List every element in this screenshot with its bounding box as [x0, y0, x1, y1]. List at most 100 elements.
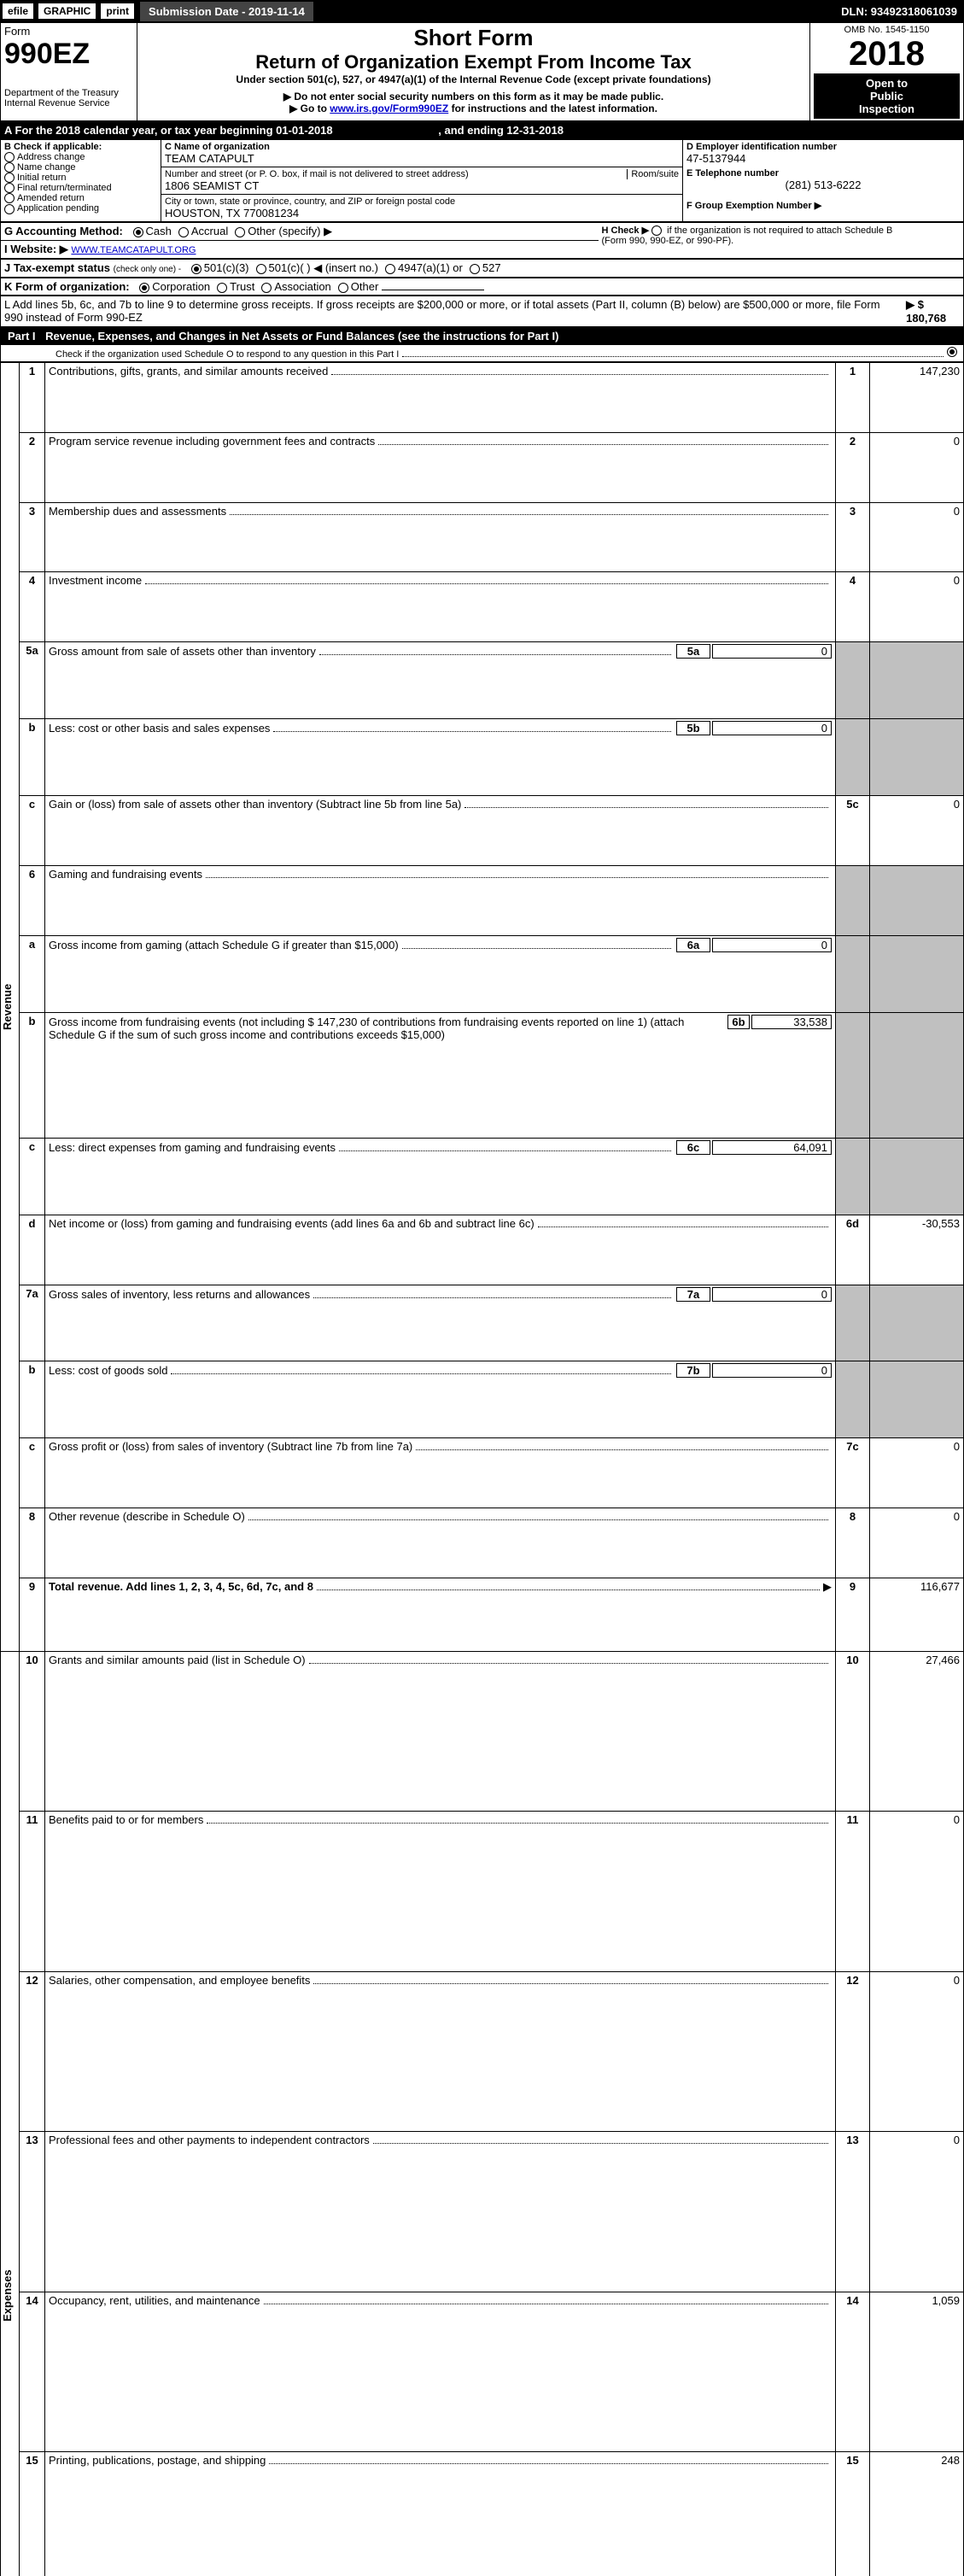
mini-value: 0	[712, 938, 832, 952]
option[interactable]: Cash	[133, 225, 172, 237]
table-row: bGross income from fundraising events (n…	[1, 1012, 964, 1138]
form-label: Form	[4, 25, 133, 38]
line-number: 4	[20, 572, 45, 642]
city-label: City or town, state or province, country…	[165, 196, 679, 207]
box-b-item[interactable]: Final return/terminated	[4, 183, 157, 193]
line-amount: 0	[870, 572, 964, 642]
table-row: 12Salaries, other compensation, and empl…	[1, 1971, 964, 2131]
table-row: 3Membership dues and assessments30	[1, 502, 964, 572]
tax-year: 2018	[814, 35, 960, 73]
option[interactable]: 501(c)( ) ◀ (insert no.)	[256, 261, 378, 274]
table-row: 2Program service revenue including gover…	[1, 432, 964, 502]
line-h: H Check ▶ if the organization is not req…	[602, 225, 961, 246]
option[interactable]: 501(c)(3)	[191, 261, 249, 274]
option[interactable]: Other	[338, 280, 379, 293]
line-amount	[870, 935, 964, 1012]
table-row: 8Other revenue (describe in Schedule O)8…	[1, 1508, 964, 1578]
mini-value: 0	[712, 1363, 832, 1378]
table-row: dNet income or (loss) from gaming and fu…	[1, 1215, 964, 1285]
table-row: 4Investment income40	[1, 572, 964, 642]
table-row: cGross profit or (loss) from sales of in…	[1, 1438, 964, 1508]
mini-value: 33,538	[751, 1015, 832, 1029]
period-row: A For the 2018 calendar year, or tax yea…	[1, 122, 964, 139]
box-b-item[interactable]: Amended return	[4, 193, 157, 203]
line-number: 6	[20, 865, 45, 935]
box-b-item[interactable]: Initial return	[4, 173, 157, 183]
line-label: 7c	[836, 1438, 870, 1508]
line-label	[836, 1012, 870, 1138]
line-amount: -30,553	[870, 1215, 964, 1285]
line-number: 3	[20, 502, 45, 572]
mini-label: 6b	[727, 1015, 751, 1029]
line-amount: 147,230	[870, 363, 964, 433]
line-amount	[870, 1361, 964, 1438]
line-amount: 0	[870, 1971, 964, 2131]
graphic-link[interactable]: GRAPHIC	[38, 3, 96, 20]
line-desc: Net income or (loss) from gaming and fun…	[45, 1215, 836, 1285]
table-row: 13Professional fees and other payments t…	[1, 2132, 964, 2292]
table-row: 11Benefits paid to or for members110	[1, 1812, 964, 1971]
table-row: 5aGross amount from sale of assets other…	[1, 642, 964, 719]
phone-value: (281) 513-6222	[686, 179, 960, 191]
dept-treasury: Department of the TreasuryInternal Reven…	[4, 88, 133, 108]
box-b: B Check if applicable: Address changeNam…	[1, 140, 161, 222]
table-row: Revenue1Contributions, gifts, grants, an…	[1, 363, 964, 433]
line-l: L Add lines 5b, 6c, and 7b to line 9 to …	[1, 296, 964, 327]
option[interactable]: Association	[261, 280, 330, 293]
line-desc: Program service revenue including govern…	[45, 432, 836, 502]
line-amount	[870, 1138, 964, 1215]
mini-label: 5a	[676, 644, 710, 659]
form-header-table: Form 990EZ Department of the TreasuryInt…	[0, 22, 964, 121]
goto-instructions: ▶ Go to www.irs.gov/Form990EZ for instru…	[141, 102, 806, 114]
line-amount	[870, 642, 964, 719]
title-return: Return of Organization Exempt From Incom…	[141, 51, 806, 73]
line-desc: Gross income from gaming (attach Schedul…	[45, 935, 836, 1012]
option[interactable]: Trust	[217, 280, 254, 293]
option[interactable]: Corporation	[139, 280, 210, 293]
table-row: 6Gaming and fundraising events	[1, 865, 964, 935]
line-number: 10	[20, 1652, 45, 1812]
line-desc: Less: cost of goods sold7b0	[45, 1361, 836, 1438]
table-row: bLess: cost of goods sold7b0	[1, 1361, 964, 1438]
line-i-label: I Website: ▶	[4, 243, 68, 255]
print-link[interactable]: print	[100, 3, 135, 20]
box-b-item[interactable]: Address change	[4, 152, 157, 162]
mini-label: 5b	[676, 721, 710, 735]
box-b-item[interactable]: Application pending	[4, 203, 157, 214]
omb-number: OMB No. 1545-1150	[814, 25, 960, 35]
table-row: bLess: cost or other basis and sales exp…	[1, 719, 964, 796]
line-desc: Gross amount from sale of assets other t…	[45, 642, 836, 719]
addr-value: 1806 SEAMIST CT	[165, 179, 679, 192]
line-label: 2	[836, 432, 870, 502]
line-number: 8	[20, 1508, 45, 1578]
line-label: 12	[836, 1971, 870, 2131]
line-amount: 0	[870, 2132, 964, 2292]
line-label: 9	[836, 1578, 870, 1651]
option[interactable]: 4947(a)(1) or	[385, 261, 463, 274]
option[interactable]: Other (specify) ▶	[235, 225, 332, 237]
form-number: 990EZ	[4, 38, 133, 71]
line-label	[836, 865, 870, 935]
line-label: 15	[836, 2452, 870, 2576]
line-number: 15	[20, 2452, 45, 2576]
mini-value: 64,091	[712, 1140, 832, 1155]
efile-link[interactable]: efile	[2, 3, 34, 20]
mini-label: 6c	[676, 1140, 710, 1155]
under-section: Under section 501(c), 527, or 4947(a)(1)…	[141, 73, 806, 85]
irs-link[interactable]: www.irs.gov/Form990EZ	[330, 102, 448, 114]
line-desc: Other revenue (describe in Schedule O)	[45, 1508, 836, 1578]
line-number: 1	[20, 363, 45, 433]
line-amount	[870, 719, 964, 796]
line-k-label: K Form of organization:	[4, 280, 130, 293]
option[interactable]: 527	[470, 261, 501, 274]
line-amount: 1,059	[870, 2292, 964, 2451]
website-link[interactable]: WWW.TEAMCATAPULT.ORG	[71, 245, 196, 255]
table-row: aGross income from gaming (attach Schedu…	[1, 935, 964, 1012]
part1-checkbox[interactable]	[947, 347, 957, 357]
line-amount: 116,677	[870, 1578, 964, 1651]
line-desc: Printing, publications, postage, and shi…	[45, 2452, 836, 2576]
option[interactable]: Accrual	[178, 225, 228, 237]
h-checkbox[interactable]	[651, 225, 662, 236]
box-b-item[interactable]: Name change	[4, 162, 157, 173]
line-number: 13	[20, 2132, 45, 2292]
